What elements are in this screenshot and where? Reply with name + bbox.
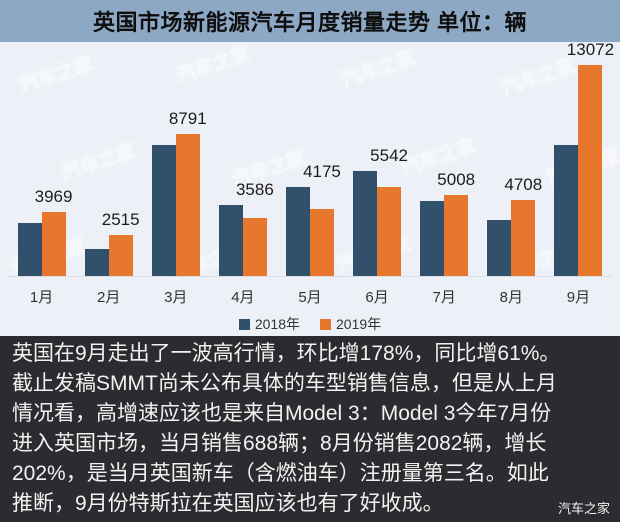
chart-legend: 2018年 2019年 [0, 312, 620, 336]
bar-value-label-5月: 4175 [303, 162, 341, 181]
legend-label-2019: 2019年 [336, 316, 382, 332]
bar-2019-3月 [175, 134, 200, 276]
legend-item-2018: 2018年 [238, 314, 300, 334]
x-tick-1月: 1月 [29, 288, 54, 306]
x-tick-4月: 4月 [231, 288, 255, 306]
x-tick-9月: 9月 [566, 288, 591, 306]
x-tick-7月: 7月 [432, 288, 456, 306]
article-text-block: 英国在9月走出了一波高行情，环比增178%，同比增61%。 截止发稿SMMT尚未… [0, 336, 620, 522]
article-line: 推断，9月份特斯拉在英国应该也有了好收成。 [12, 492, 444, 515]
bar-2019-5月 [309, 209, 334, 276]
bar-2019-8月 [511, 200, 536, 276]
bar-value-label-4月: 3586 [235, 180, 274, 199]
bar-2018-2月 [84, 249, 109, 276]
bar-value-label-1月: 3969 [34, 187, 73, 206]
article-line: 情况看，高增速应该也是来自Model 3：Model 3今年7月份 [12, 402, 552, 425]
x-tick-5月: 5月 [298, 288, 322, 306]
bar-2018-7月 [420, 201, 445, 276]
bar-2019-9月 [578, 65, 603, 276]
bar-value-label-2月: 2515 [101, 210, 140, 229]
bar-2019-2月 [108, 235, 133, 276]
bar-value-label-3月: 8791 [168, 109, 207, 128]
article-line: 截止发稿SMMT尚未公布具体的车型销售信息，但是从上月 [12, 372, 557, 395]
bar-2019-1月 [41, 212, 66, 276]
bar-group-7月: 5008 [411, 42, 478, 276]
bar-group-9月: 13072 [545, 40, 615, 276]
bar-group-3月: 8791 [142, 42, 209, 276]
bar-2019-6月 [377, 187, 402, 276]
legend-label-2018: 2018年 [254, 316, 300, 332]
chart-title: 英国市场新能源汽车月度销量走势 单位：辆 [92, 10, 528, 35]
site-watermark: 汽车之家 [557, 501, 610, 516]
bar-2018-9月 [554, 145, 579, 276]
bar-group-4月: 3586 [209, 42, 276, 276]
bar-2018-3月 [151, 145, 176, 276]
bar-value-label-9月: 13072 [566, 40, 615, 59]
bar-2019-4月 [242, 218, 267, 276]
bar-2018-1月 [17, 223, 42, 276]
x-tick-3月: 3月 [164, 288, 188, 306]
bar-value-label-6月: 5542 [370, 146, 409, 165]
bar-2019-7月 [444, 195, 469, 276]
bar-2018-5月 [285, 187, 310, 276]
article-line: 进入英国市场，当月销售688辆；8月份销售2082辆，增长 [12, 432, 547, 455]
x-axis-labels: 1月 2月 3月 4月 5月 6月 7月 8月 9月 [8, 278, 612, 314]
bar-group-2月: 2515 [75, 42, 142, 276]
chart-title-bar: 英国市场新能源汽车月度销量走势 单位：辆 [0, 0, 620, 42]
article-line: 202%，是当月英国新车（含燃油车）注册量第三名。如此 [12, 462, 549, 485]
bar-group-5月: 4175 [276, 42, 343, 276]
bar-chart: 汽车之家汽车之家汽车之家汽车之家汽车之家汽车之家汽车之家汽车之家汽车之家汽车之家… [0, 40, 620, 336]
bar-2018-8月 [487, 220, 512, 276]
legend-swatch-2019 [320, 318, 331, 330]
bar-group-8月: 4708 [478, 42, 545, 276]
bar-value-label-8月: 4708 [504, 175, 543, 194]
bar-group-1月: 3969 [8, 42, 75, 276]
bar-2018-6月 [353, 171, 378, 276]
x-tick-8月: 8月 [499, 288, 523, 306]
plot-area: 3969 2515 8791 3586 4175 5542 5008 4708 13072 [8, 40, 615, 277]
legend-swatch-2018 [238, 318, 250, 330]
bar-value-label-7月: 5008 [437, 170, 476, 189]
x-tick-2月: 2月 [96, 288, 121, 306]
bar-2018-4月 [218, 205, 243, 276]
article-line: 英国在9月走出了一波高行情，环比增178%，同比增61%。 [12, 342, 561, 365]
legend-item-2019: 2019年 [320, 314, 381, 334]
bar-group-6月: 5542 [344, 42, 411, 276]
x-tick-6月: 6月 [365, 288, 389, 306]
